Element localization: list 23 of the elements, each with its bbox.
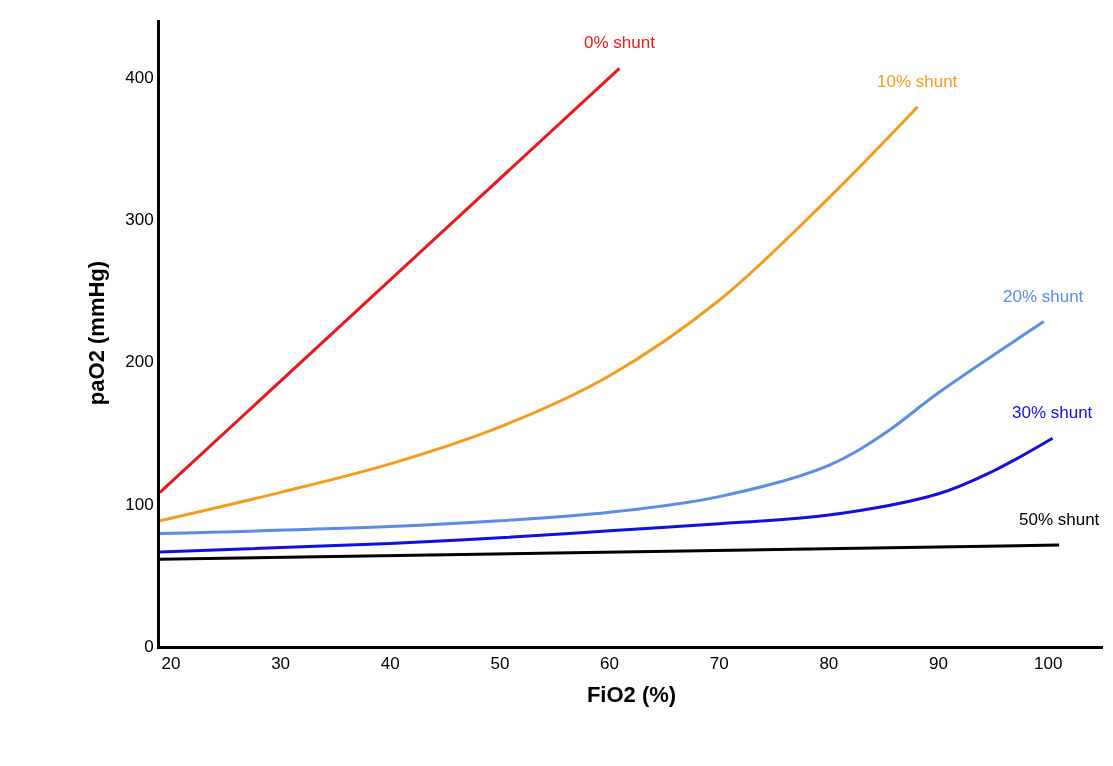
x-tick-label: 20 <box>161 654 181 674</box>
line-series <box>160 105 920 523</box>
series-label: 50% shunt <box>1019 510 1100 529</box>
series-label: 0% shunt <box>584 33 656 52</box>
x-tick-label: 50 <box>490 654 510 674</box>
x-tick-label: 70 <box>709 654 729 674</box>
x-axis-title: FiO2 (%) <box>586 682 677 708</box>
y-tick-label: 300 <box>125 210 154 230</box>
series-label: 20% shunt <box>1003 287 1084 306</box>
y-tick-label: 200 <box>125 352 154 372</box>
y-axis-title: paO2 (mmHg) <box>84 260 110 406</box>
series-label: 30% shunt <box>1012 403 1093 422</box>
x-tick-label: 40 <box>380 654 400 674</box>
x-tick-label: 80 <box>819 654 839 674</box>
line-series <box>160 436 1055 554</box>
x-tick-label: 30 <box>271 654 291 674</box>
y-tick-label: 0 <box>144 636 154 656</box>
x-tick-label: 60 <box>600 654 620 674</box>
x-tick-label: 90 <box>929 654 948 674</box>
y-tick-label: 100 <box>125 494 154 514</box>
x-tick-label: 100 <box>1033 654 1063 674</box>
series-label: 10% shunt <box>877 72 958 91</box>
y-tick-label: 400 <box>125 67 154 87</box>
